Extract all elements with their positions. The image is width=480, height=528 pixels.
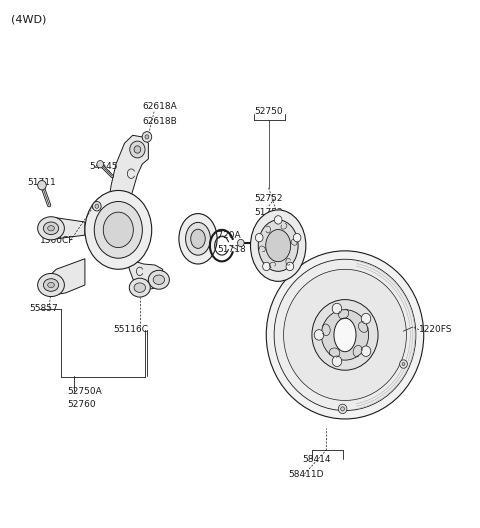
Circle shape [400, 360, 408, 368]
Text: 51752: 51752 [254, 208, 283, 217]
Ellipse shape [43, 222, 59, 234]
Ellipse shape [134, 283, 145, 293]
Ellipse shape [85, 191, 152, 269]
Text: (4WD): (4WD) [11, 14, 46, 24]
Circle shape [255, 233, 263, 242]
Polygon shape [128, 259, 163, 290]
Text: 52760: 52760 [67, 400, 96, 409]
Ellipse shape [191, 229, 205, 248]
Ellipse shape [266, 230, 290, 262]
Circle shape [341, 407, 345, 411]
Circle shape [286, 262, 294, 271]
Ellipse shape [266, 251, 424, 419]
Text: 62618A: 62618A [142, 102, 177, 111]
Circle shape [314, 329, 324, 340]
Text: 1220FS: 1220FS [419, 325, 453, 334]
Circle shape [134, 146, 141, 153]
Ellipse shape [37, 216, 64, 240]
Ellipse shape [48, 225, 54, 231]
Text: 51718: 51718 [217, 246, 246, 254]
Circle shape [263, 262, 270, 271]
Circle shape [332, 356, 342, 366]
Ellipse shape [312, 299, 378, 370]
Ellipse shape [274, 259, 416, 411]
Circle shape [93, 202, 101, 211]
Ellipse shape [37, 274, 64, 297]
Text: 55857: 55857 [29, 304, 58, 313]
Circle shape [142, 131, 152, 142]
Polygon shape [109, 135, 148, 201]
Circle shape [145, 135, 149, 139]
Circle shape [238, 239, 244, 247]
Ellipse shape [251, 210, 306, 281]
Text: 62618B: 62618B [142, 117, 177, 126]
Ellipse shape [179, 214, 217, 264]
Text: 55116C: 55116C [114, 325, 148, 334]
Text: 52750A: 52750A [67, 386, 102, 395]
Ellipse shape [334, 318, 356, 352]
Ellipse shape [43, 279, 59, 291]
Circle shape [293, 233, 301, 242]
Circle shape [275, 216, 282, 224]
Ellipse shape [186, 222, 210, 255]
Ellipse shape [148, 270, 169, 289]
Circle shape [402, 362, 405, 365]
Polygon shape [47, 218, 85, 239]
Polygon shape [47, 259, 85, 295]
Circle shape [361, 313, 371, 324]
Circle shape [95, 204, 99, 209]
Text: 54645: 54645 [90, 162, 118, 171]
Ellipse shape [322, 310, 369, 360]
Circle shape [361, 346, 371, 356]
Text: 52720A: 52720A [206, 231, 241, 240]
Ellipse shape [103, 212, 133, 248]
Text: 58411D: 58411D [288, 469, 324, 478]
Circle shape [332, 303, 342, 314]
Circle shape [97, 161, 104, 168]
Ellipse shape [258, 220, 298, 271]
Text: 52752: 52752 [254, 194, 283, 203]
Ellipse shape [94, 202, 143, 258]
Ellipse shape [284, 269, 407, 400]
Ellipse shape [153, 275, 165, 285]
Text: 52750: 52750 [254, 107, 283, 116]
Ellipse shape [129, 278, 150, 297]
Text: 1360CF: 1360CF [39, 236, 74, 245]
Text: 51711: 51711 [28, 178, 56, 187]
Circle shape [37, 181, 46, 190]
Circle shape [130, 141, 145, 158]
Circle shape [338, 404, 347, 413]
Ellipse shape [48, 282, 54, 288]
Text: 58414: 58414 [302, 455, 331, 464]
